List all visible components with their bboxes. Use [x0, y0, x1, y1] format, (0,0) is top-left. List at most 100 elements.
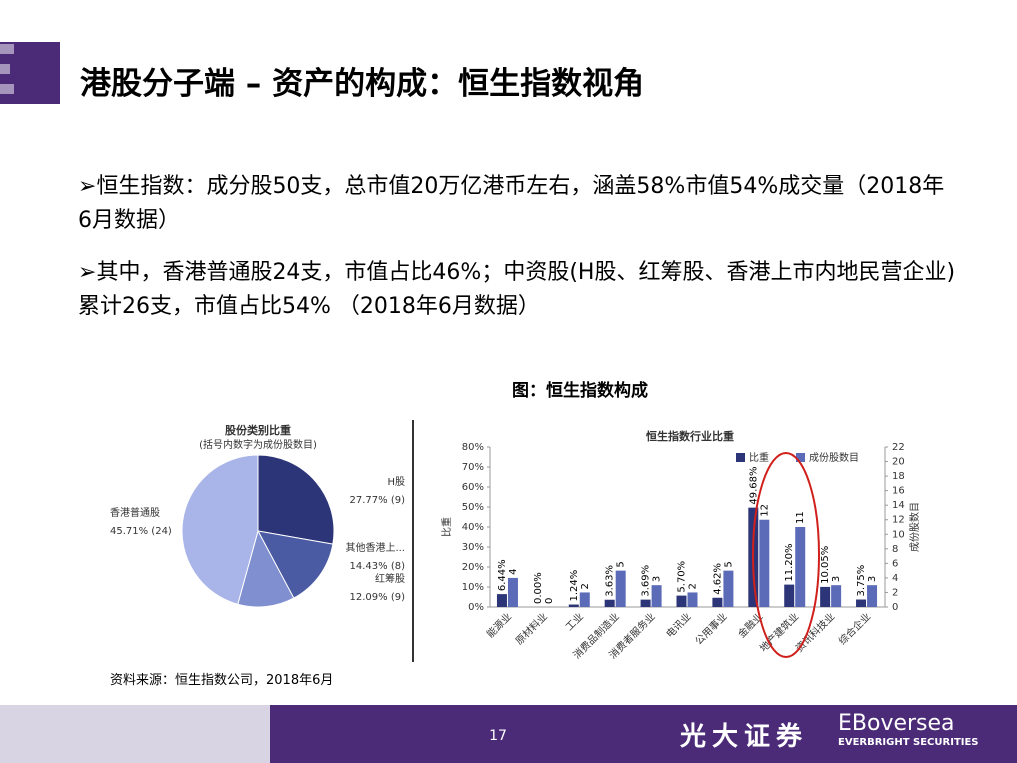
bar-label: 11: [795, 511, 806, 524]
legend-swatch: [736, 453, 745, 462]
legend-label: 成份股数目: [809, 451, 859, 464]
chart-subtitle: (括号内数字为成份股数目): [199, 438, 317, 451]
bar: [604, 599, 615, 607]
y2-label: 成份股数目: [908, 502, 921, 552]
source: 资料来源：恒生指数公司，2018年6月: [110, 673, 333, 688]
bar-label: 5: [616, 561, 627, 567]
y-tick-label: 20%: [462, 562, 484, 573]
slice-value: 45.71% (24): [110, 526, 172, 537]
y-tick-label: 10%: [462, 582, 484, 593]
y2-tick-label: 8: [892, 544, 898, 555]
bullet: ➢恒生指数：成分股50支，总市值20万亿港币左右，涵盖58%市值54%成交量（2…: [78, 170, 958, 238]
bar-label: 3: [652, 576, 663, 582]
y2-tick-label: 0: [892, 602, 898, 613]
bar-label: 1.24%: [569, 570, 580, 602]
bar-label: 2: [688, 583, 699, 589]
y-tick-label: 60%: [462, 482, 484, 493]
bar: [615, 570, 626, 607]
highlight: [752, 452, 820, 658]
bar: [687, 592, 698, 607]
bar-label: 11.20%: [784, 543, 795, 581]
y-tick-label: 50%: [462, 502, 484, 513]
logo: 光大证券: [679, 722, 808, 752]
y-tick-label: 70%: [462, 462, 484, 473]
pie-slice: [181, 454, 259, 605]
y2-tick-label: 6: [892, 558, 898, 569]
bar-label: 5: [723, 561, 734, 567]
legend-swatch: [796, 453, 805, 462]
bar-label: 0.00%: [533, 572, 544, 604]
bar: [856, 599, 867, 607]
bullet-icon: ➢: [78, 260, 97, 285]
deco: [0, 84, 14, 94]
legend-label: 比重: [749, 451, 769, 464]
bar: [867, 585, 878, 607]
bullet-text: 其中，香港普通股24支，市值占比46%；中资股(H股、红筹股、香港上市内地民营企…: [78, 260, 956, 319]
y2-tick-label: 18: [892, 471, 905, 482]
slice-label: 红筹股: [375, 572, 405, 585]
x-tick-label: 金融业: [735, 610, 765, 640]
bar-label: 0: [544, 598, 555, 604]
chart-title: 恒生指数行业比重: [646, 429, 734, 443]
y2-tick-label: 12: [892, 515, 905, 526]
deco: [0, 44, 14, 54]
bar: [784, 584, 795, 607]
bar-label: 12: [759, 504, 770, 517]
y2-tick-label: 2: [892, 587, 898, 598]
x-tick-label: 工业: [563, 611, 586, 634]
y-label: 比重: [440, 517, 453, 537]
y2-tick-label: 20: [892, 457, 905, 468]
bar-label: 2: [580, 583, 591, 589]
pie-slice: [257, 530, 334, 599]
bar: [676, 595, 687, 607]
y-tick-label: 40%: [462, 522, 484, 533]
bar-label: 4.62%: [712, 563, 723, 595]
y2-tick-label: 22: [892, 442, 905, 453]
x-tick-label: 综合企业: [836, 610, 873, 647]
bar-label: 3: [867, 576, 878, 582]
bar: [712, 597, 723, 607]
y-tick-label: 0%: [468, 602, 484, 613]
slice-label: 香港普通股: [110, 506, 160, 519]
slice-value: 27.77% (9): [350, 495, 406, 506]
y2-tick-label: 14: [892, 500, 905, 511]
bar: [795, 527, 806, 607]
bar: [831, 585, 842, 607]
bar-label: 6.44%: [497, 559, 508, 591]
bar: [723, 570, 734, 607]
slide-title: 港股分子端 – 资产的构成：恒生指数视角: [80, 66, 645, 102]
bar: [640, 599, 651, 607]
y2-tick-label: 4: [892, 573, 898, 584]
bar-label: 49.68%: [748, 466, 759, 504]
bar: [820, 586, 831, 607]
bar-label: 3.69%: [641, 565, 652, 597]
x-tick-label: 公用事业: [692, 610, 729, 647]
chart-title: 股份类别比重: [225, 423, 291, 437]
brand-sub: EVERBRIGHT SECURITIES: [838, 737, 979, 748]
bar: [568, 604, 579, 607]
footer-deco: [0, 705, 270, 763]
x-tick-label: 能源业: [484, 610, 514, 640]
x-tick-label: 电讯业: [663, 610, 693, 640]
bar: [507, 577, 518, 607]
y-tick-label: 80%: [462, 442, 484, 453]
y2-tick-label: 10: [892, 529, 905, 540]
bar: [651, 585, 662, 607]
bar: [759, 519, 770, 607]
slice-value: 14.43% (8): [350, 561, 406, 572]
y-tick-label: 30%: [462, 542, 484, 553]
slice-value: 12.09% (9): [350, 592, 406, 603]
deco: [0, 64, 10, 74]
bar-label: 5.70%: [677, 561, 688, 593]
slice-label: 其他香港上...: [345, 541, 405, 554]
pie-slice: [257, 454, 335, 545]
bullet-icon: ➢: [78, 174, 97, 199]
slice-label: H股: [387, 476, 405, 488]
bar-label: 10.05%: [820, 546, 831, 584]
bar-label: 3.63%: [605, 565, 616, 597]
page-number: 17: [489, 728, 507, 744]
x-tick-label: 原材料业: [513, 610, 550, 647]
bar-label: 3: [831, 576, 842, 582]
